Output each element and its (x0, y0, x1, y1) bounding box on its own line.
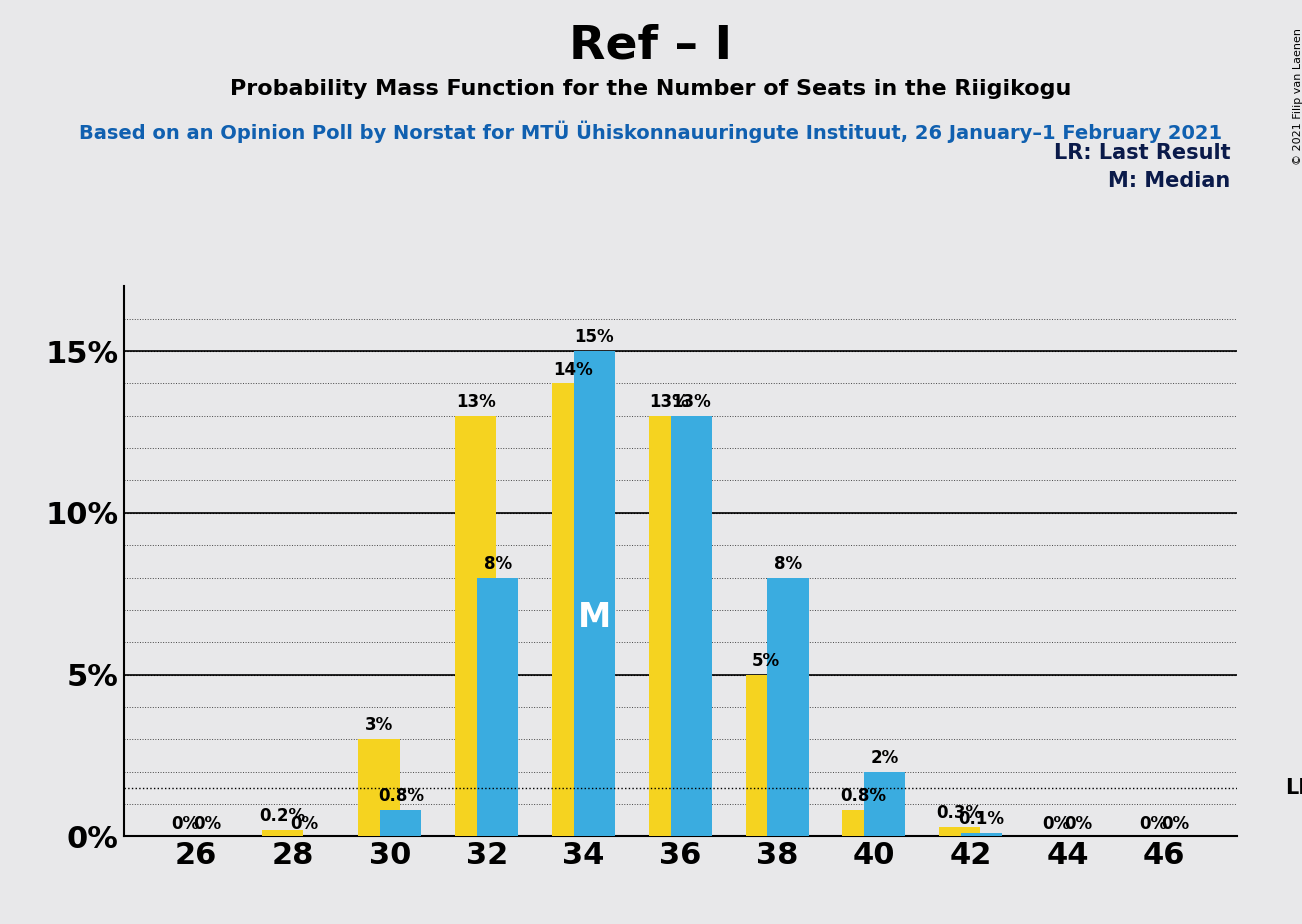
Bar (648, 416, 690, 836)
Bar (939, 826, 980, 836)
Text: 0.8%: 0.8% (840, 787, 885, 806)
Text: 5%: 5% (753, 651, 780, 670)
Bar (842, 810, 884, 836)
Text: 14%: 14% (553, 360, 592, 379)
Text: 0%: 0% (172, 815, 199, 833)
Text: Based on an Opinion Poll by Norstat for MTÜ Ühiskonnauuringute Instituut, 26 Jan: Based on an Opinion Poll by Norstat for … (79, 120, 1223, 142)
Bar (574, 351, 615, 836)
Text: 0%: 0% (1043, 815, 1070, 833)
Text: 0%: 0% (193, 815, 221, 833)
Text: 0%: 0% (1139, 815, 1168, 833)
Text: M: Median: M: Median (1108, 171, 1230, 191)
Text: 15%: 15% (574, 328, 615, 346)
Text: © 2021 Filip van Laenen: © 2021 Filip van Laenen (1293, 28, 1302, 164)
Bar (552, 383, 594, 836)
Text: 13%: 13% (650, 393, 689, 411)
Text: 0%: 0% (290, 815, 318, 833)
Bar (380, 810, 422, 836)
Bar (671, 416, 712, 836)
Text: 0%: 0% (1161, 815, 1189, 833)
Text: 13%: 13% (672, 393, 711, 411)
Text: LR: LR (1285, 778, 1302, 797)
Text: 0.1%: 0.1% (958, 810, 1005, 828)
Text: 0.2%: 0.2% (259, 807, 305, 825)
Bar (746, 675, 786, 836)
Text: 0%: 0% (1064, 815, 1092, 833)
Bar (262, 830, 303, 836)
Bar (961, 833, 1003, 836)
Text: 8%: 8% (483, 554, 512, 573)
Bar (358, 739, 400, 836)
Bar (767, 578, 809, 836)
Text: 0.3%: 0.3% (936, 804, 983, 821)
Text: 13%: 13% (456, 393, 496, 411)
Text: 0.8%: 0.8% (378, 787, 423, 806)
Text: Ref – I: Ref – I (569, 23, 733, 68)
Text: 2%: 2% (871, 748, 898, 767)
Text: M: M (578, 602, 611, 635)
Bar (865, 772, 905, 836)
Text: 3%: 3% (365, 716, 393, 735)
Bar (477, 578, 518, 836)
Text: 8%: 8% (773, 554, 802, 573)
Text: LR: Last Result: LR: Last Result (1053, 143, 1230, 164)
Text: Probability Mass Function for the Number of Seats in the Riigikogu: Probability Mass Function for the Number… (230, 79, 1072, 99)
Bar (456, 416, 496, 836)
